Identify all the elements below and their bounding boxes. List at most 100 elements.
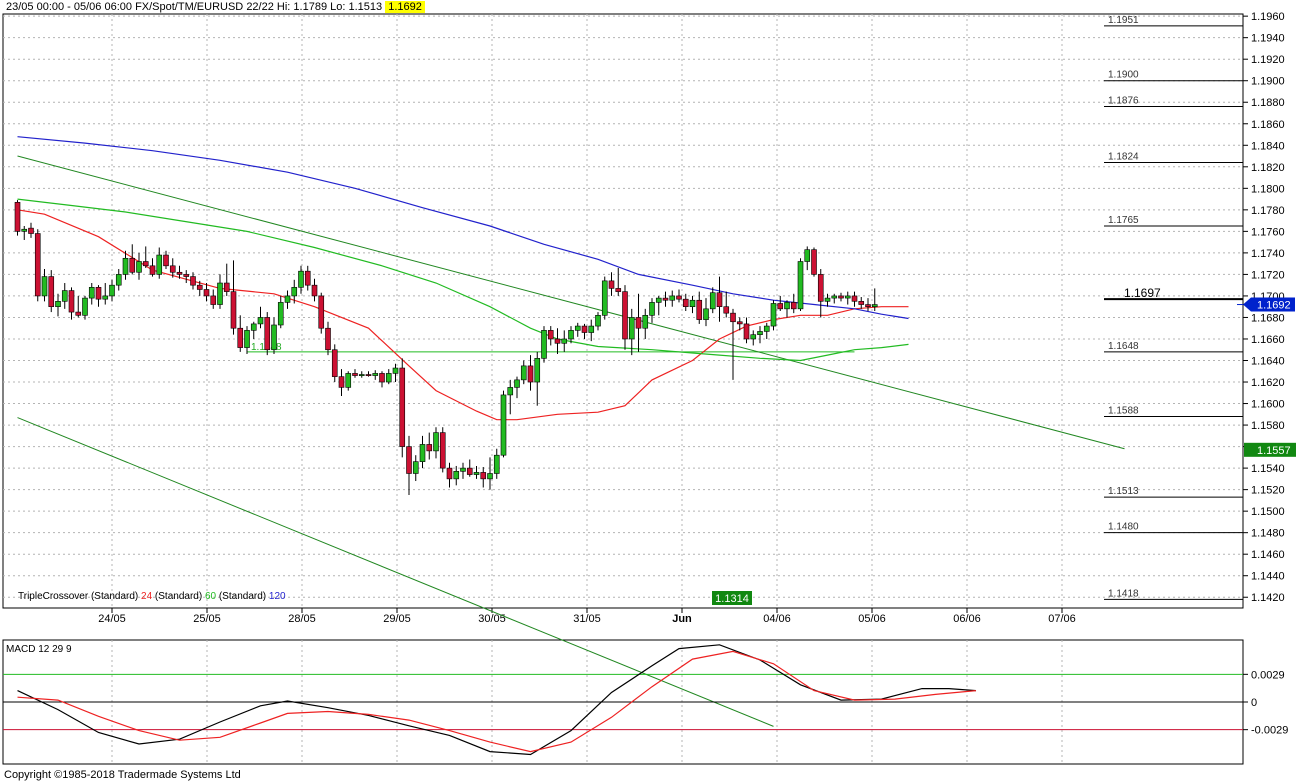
- y-tick-label: 1.1800: [1251, 183, 1285, 195]
- candle-body: [460, 467, 466, 472]
- candle-body: [581, 325, 588, 333]
- y-tick-label: 1.1620: [1251, 377, 1285, 389]
- candle-body: [433, 432, 439, 452]
- trendline: [17, 417, 774, 727]
- candle-body: [547, 330, 554, 340]
- y-tick-label: 1.1760: [1251, 226, 1285, 238]
- candle-body: [291, 287, 298, 297]
- candle-body: [824, 297, 831, 302]
- legend-part: TripleCrossover (Standard): [18, 591, 141, 602]
- y-tick-label: 1.1900: [1251, 76, 1285, 88]
- x-tick-label: 30/05: [478, 613, 506, 625]
- candle-body: [568, 330, 574, 340]
- level-label: 1.1513: [1108, 486, 1139, 497]
- candle-body: [736, 321, 743, 325]
- candle-body: [338, 376, 345, 388]
- y-tick-label: 1.1520: [1251, 485, 1285, 497]
- candle-body: [784, 302, 790, 310]
- header-range: 23/05 00:00 - 05/06 06:00: [6, 1, 132, 13]
- candle-body: [244, 330, 250, 348]
- macd-line: [17, 644, 977, 756]
- y-tick-label: 1.1740: [1251, 248, 1285, 260]
- candle-body: [817, 274, 824, 302]
- candle-body: [298, 270, 304, 288]
- candle-body: [730, 312, 736, 323]
- y-tick-label: 1.1820: [1251, 162, 1285, 174]
- candle-body: [669, 295, 676, 301]
- candle-body: [561, 338, 568, 344]
- y-tick-label: 1.1720: [1251, 269, 1285, 281]
- header-symbol: FX/Spot/TM/EURUSD: [135, 1, 244, 13]
- candle-body: [311, 284, 318, 297]
- candle-body: [763, 325, 770, 332]
- candle-body: [129, 257, 136, 273]
- legend-part: (Standard): [152, 591, 205, 602]
- legend-part: 120: [269, 591, 286, 602]
- level-label: 1.1588: [1108, 405, 1139, 416]
- candle-body: [75, 311, 82, 316]
- macd-title: MACD 12 29 9: [6, 644, 72, 655]
- candle-body: [136, 261, 142, 273]
- level-label: 1.1765: [1108, 215, 1139, 226]
- x-tick-label: 04/06: [763, 613, 791, 625]
- x-tick-label: Jun: [672, 613, 692, 625]
- candle-body: [318, 295, 325, 329]
- candle-body: [615, 288, 622, 292]
- price-tag-label: 1.1557: [1257, 445, 1291, 457]
- candle-body: [82, 297, 88, 316]
- candle-body: [622, 291, 628, 340]
- candle-body: [527, 365, 534, 383]
- candle-body: [554, 338, 561, 344]
- y-tick-label: 1.1440: [1251, 571, 1285, 583]
- y-tick-label: 1.1780: [1251, 205, 1285, 217]
- y-tick-label: 1.1940: [1251, 33, 1285, 45]
- candle-body: [453, 471, 460, 480]
- candle-body: [871, 304, 878, 307]
- y-tick-label: 1.1600: [1251, 399, 1285, 411]
- candle-body: [662, 297, 669, 301]
- legend-part: (Standard): [216, 591, 269, 602]
- level-label: 1.1648: [1108, 341, 1139, 352]
- candle-body: [48, 276, 55, 307]
- candle-body: [304, 270, 311, 286]
- candle-body: [264, 317, 271, 351]
- y-tick-label: 1.1920: [1251, 54, 1285, 66]
- level-label: 1.1900: [1108, 70, 1139, 81]
- trendline: [17, 155, 1125, 450]
- candle-body: [439, 432, 446, 469]
- candle-body: [851, 295, 858, 302]
- price-tag-box: [1244, 442, 1296, 457]
- candle-body: [41, 276, 48, 297]
- y-tick-label: 1.1460: [1251, 549, 1285, 561]
- candle-body: [257, 317, 264, 325]
- candle-body: [426, 444, 433, 452]
- candle-body: [588, 325, 595, 333]
- candle-body: [406, 446, 412, 474]
- candle-body: [61, 290, 68, 302]
- y-tick-label: 1.1680: [1251, 312, 1285, 324]
- candle-body: [250, 323, 257, 331]
- candle-body: [21, 228, 28, 232]
- candle-body: [703, 308, 709, 320]
- header-bars: 22/22: [246, 1, 274, 13]
- chart-header: 23/05 00:00 - 05/06 06:00 FX/Spot/TM/EUR…: [6, 1, 425, 13]
- legend-part: 24: [141, 591, 153, 602]
- candle-body: [217, 282, 223, 305]
- candle-body: [392, 367, 399, 374]
- candle-body: [804, 249, 811, 262]
- candle-body: [757, 331, 763, 335]
- header-hi: 1.1789: [293, 1, 328, 13]
- candle-body: [352, 373, 358, 376]
- candle-body: [723, 306, 730, 314]
- candle-body: [628, 317, 635, 340]
- candle-body: [844, 295, 851, 299]
- header-lo: 1.1513: [348, 1, 383, 13]
- candle-body: [210, 295, 217, 305]
- y-tick-label: 1.1960: [1251, 11, 1285, 23]
- header-last-price: 1.1692: [385, 1, 425, 13]
- candle-body: [520, 365, 527, 381]
- level-label: 1.1418: [1108, 588, 1139, 599]
- candle-body: [601, 280, 608, 316]
- candle-body: [689, 299, 696, 307]
